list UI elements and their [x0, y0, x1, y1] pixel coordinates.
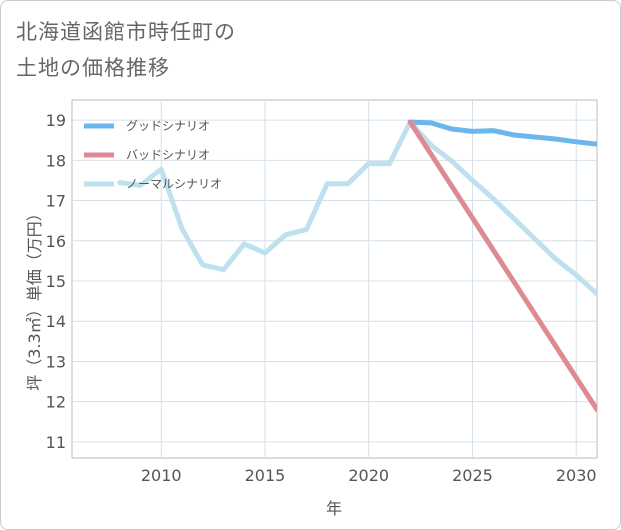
- grid-lines: [72, 100, 597, 458]
- y-tick-label: 19: [46, 111, 66, 130]
- series-lines: [117, 119, 597, 413]
- x-tick-label: 2015: [245, 466, 286, 485]
- x-tick-label: 2030: [556, 466, 597, 485]
- series-line-1: [407, 119, 597, 413]
- x-axis-title: 年: [326, 499, 342, 518]
- y-tick-label: 11: [46, 433, 66, 452]
- legend-label-0: グッドシナリオ: [126, 119, 210, 133]
- y-tick-label: 17: [46, 192, 66, 211]
- x-tick-label: 2020: [348, 466, 389, 485]
- legend-label-2: ノーマルシナリオ: [126, 177, 222, 191]
- y-tick-label: 14: [46, 312, 66, 331]
- x-tick-label: 2025: [452, 466, 493, 485]
- y-tick-label: 15: [46, 272, 66, 291]
- y-axis-title: 坪（3.3㎡）単価（万円）: [25, 205, 44, 390]
- y-tick-label: 16: [46, 232, 66, 251]
- x-tick-label: 2010: [141, 466, 182, 485]
- series-line-0: [407, 119, 597, 147]
- chart-title-line-2: 土地の価格推移: [16, 56, 170, 80]
- series-line-2: [117, 119, 597, 297]
- legend-label-1: バッドシナリオ: [126, 148, 210, 162]
- chart-title: 北海道函館市時任町の 土地の価格推移: [16, 14, 236, 86]
- y-tick-label: 12: [46, 393, 66, 412]
- y-tick-label: 18: [46, 151, 66, 170]
- axis-ticks: 11 12 13 14 15 16 17 18 19 2010 2015 2020 2025 2030: [46, 111, 597, 485]
- y-tick-label: 13: [46, 352, 66, 371]
- chart-title-line-1: 北海道函館市時任町の: [16, 20, 236, 44]
